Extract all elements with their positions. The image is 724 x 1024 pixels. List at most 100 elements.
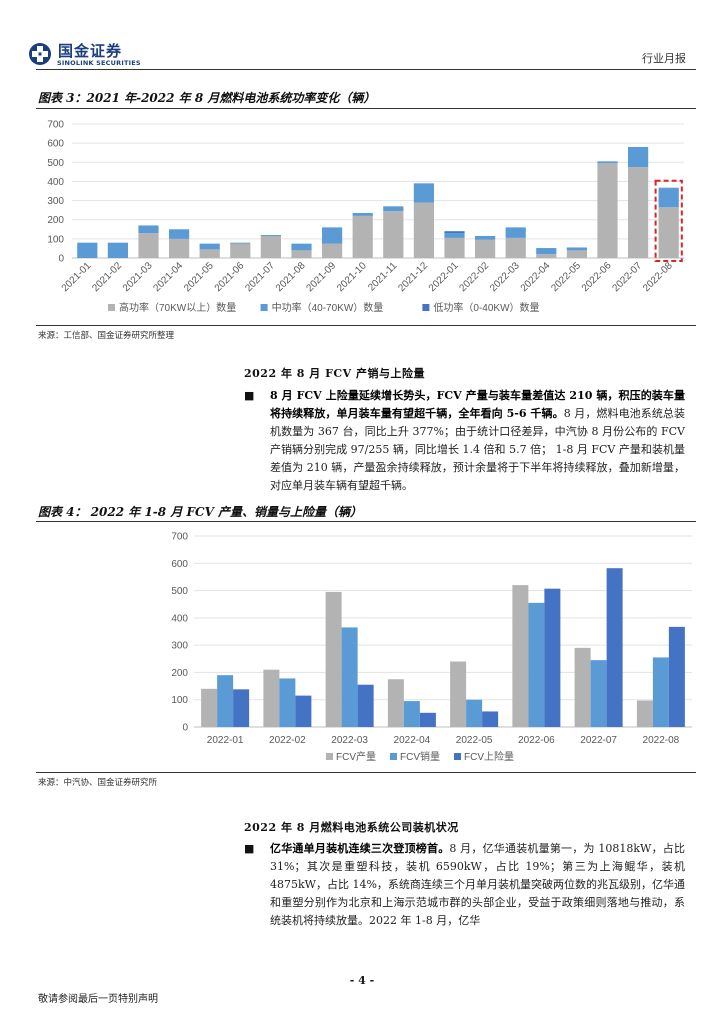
bar: [230, 243, 251, 258]
bar: [450, 661, 467, 727]
x-tick-label: 2022-08: [641, 260, 675, 294]
bar: [169, 229, 190, 239]
bar: [466, 699, 483, 727]
section1-paragraph: 8 月 FCV 上险量延续增长势头，FCV 产量与装车量差值达 210 辆，积压…: [270, 387, 685, 495]
logo-text: 国金证券: [58, 42, 123, 60]
bar: [566, 250, 587, 258]
figure4-bottom-rule: [36, 772, 696, 773]
bar: [505, 237, 526, 258]
x-tick-label: 2021-12: [396, 260, 430, 294]
bar: [444, 233, 465, 238]
y-tick-label: 500: [171, 586, 188, 597]
x-tick-label: 2022-03: [488, 260, 522, 294]
y-tick-label: 700: [171, 532, 188, 543]
bar: [658, 207, 679, 258]
figure3-chart: 01002003004005006007002021-012021-022021…: [47, 120, 684, 314]
bar: [322, 227, 343, 244]
bar: [325, 591, 342, 727]
bar: [566, 247, 587, 251]
bar: [528, 602, 545, 727]
bar: [263, 669, 280, 727]
highlight-box: [654, 179, 683, 262]
bar: [107, 242, 128, 258]
bar: [279, 678, 296, 727]
bar: [291, 250, 312, 258]
x-tick-label: 2022-06: [580, 260, 614, 294]
bar: [352, 215, 373, 258]
figure4-source: 来源：中汽协、国金证券研究所: [38, 778, 158, 788]
section2-heading: 2022 年 8 月燃料电池系统公司装机状况: [244, 821, 459, 834]
bar: [536, 254, 557, 258]
y-tick-label: 400: [47, 177, 64, 188]
y-tick-label: 300: [47, 196, 64, 207]
figure4-title: 图表 4： 2022 年 1-8 月 FCV 产量、销量与上险量（辆）: [38, 505, 363, 519]
legend-swatch: [454, 753, 461, 760]
bar: [544, 588, 561, 727]
x-tick-label: 2021-03: [121, 260, 155, 294]
legend-label: FCV上险量: [464, 750, 514, 763]
legend-label: 低功率（0-40KW）数量: [433, 301, 539, 314]
legend-swatch: [422, 304, 430, 311]
bar: [199, 249, 220, 258]
section1-heading: 2022 年 8 月 FCV 产销与上险量: [244, 367, 426, 380]
header-rule: [36, 69, 696, 70]
figure4-chart: 0 100 200 300 400 500 600 700 2022-01 2022-02 2022…: [171, 532, 692, 763]
x-tick-label: 2021-08: [274, 260, 308, 294]
x-tick-label: 2021-11: [366, 260, 400, 294]
logo-icon: [29, 43, 51, 65]
section1-lead: 8 月 FCV 上险量延续增长势头，FCV 产量与装车量差值达 210 辆，积压…: [270, 389, 685, 420]
y-tick-label: 400: [171, 613, 188, 624]
page-number: - 4 -: [349, 974, 375, 987]
x-tick-label: 2022-01: [207, 735, 244, 746]
bar: [636, 700, 653, 727]
section2-body: 8 月，亿华通装机量第一，为 10818kW，占比 31%；其次是重塑科技，装机…: [270, 842, 685, 927]
bar: [295, 695, 312, 727]
bar: [230, 242, 251, 244]
bar: [260, 235, 281, 258]
x-tick-label: 2021-09: [304, 260, 338, 294]
legend-swatch: [390, 753, 397, 760]
bar: [413, 183, 434, 203]
x-tick-label: 2022-08: [643, 735, 680, 746]
y-tick-label: 200: [47, 215, 64, 226]
bar: [387, 679, 404, 727]
bar: [352, 213, 373, 216]
x-tick-label: 2022-05: [549, 260, 583, 294]
bar: [590, 660, 607, 727]
bar: [597, 161, 618, 164]
footer-disclaimer: 敬请参阅最后一页特别声明: [38, 994, 158, 1005]
bar: [357, 684, 374, 727]
bar: [482, 711, 499, 727]
y-tick-label: 0: [58, 254, 64, 265]
legend-swatch: [260, 304, 268, 311]
x-tick-label: 2022-05: [456, 735, 493, 746]
bar: [291, 243, 312, 251]
bar: [322, 243, 343, 258]
x-tick-label: 2021-02: [90, 260, 124, 294]
bar: [512, 585, 529, 727]
y-tick-label: 100: [47, 234, 64, 245]
y-tick-label: 500: [47, 158, 64, 169]
y-tick-label: 100: [171, 695, 188, 706]
legend-label: FCV销量: [400, 750, 440, 763]
report-type: 行业月报: [642, 52, 686, 65]
x-tick-label: 2022-02: [269, 735, 306, 746]
bar: [606, 568, 623, 727]
y-tick-label: 600: [47, 139, 64, 150]
bar: [138, 233, 159, 258]
bar: [201, 688, 218, 727]
figure3-title: 图表 3：2021 年-2022 年 8 月燃料电池系统功率变化（辆）: [38, 91, 376, 105]
figure4-top-rule: [36, 521, 696, 522]
legend-label: 高功率（70KW以上）数量: [119, 301, 236, 314]
legend-swatch: [326, 753, 333, 760]
figure3-source: 来源：工信部、国金证券研究所整理: [38, 331, 175, 341]
bar: [199, 243, 220, 250]
bar: [383, 211, 404, 258]
bar: [536, 248, 557, 255]
x-tick-label: 2021-01: [60, 260, 94, 294]
bar: [475, 239, 496, 258]
x-tick-label: 2021-06: [213, 260, 247, 294]
x-tick-label: 2022-06: [518, 735, 555, 746]
section2-paragraph: 亿华通单月装机连续三次登顶榜首。8 月，亿华通装机量第一，为 10818kW，占…: [270, 840, 685, 930]
y-tick-label: 0: [182, 723, 188, 734]
